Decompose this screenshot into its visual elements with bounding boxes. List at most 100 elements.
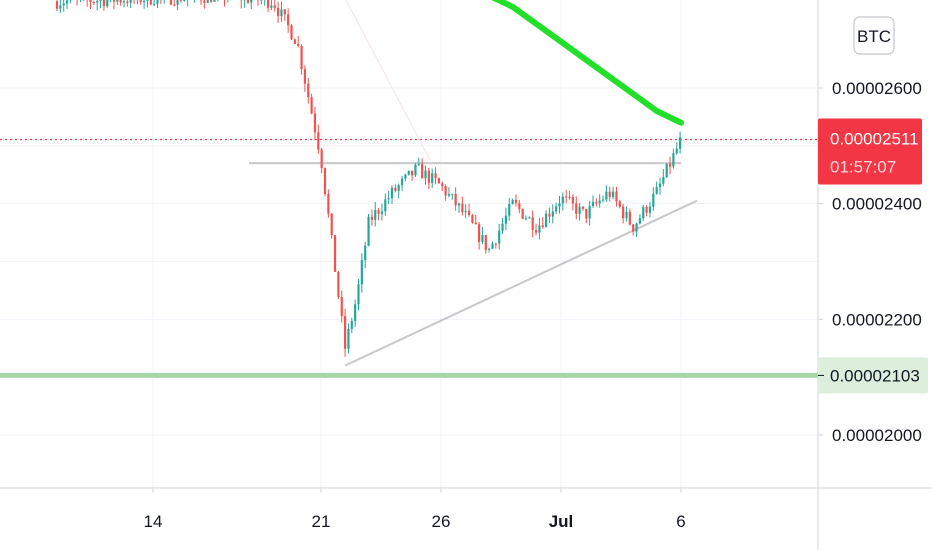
candle: [417, 157, 420, 167]
candle-body: [303, 69, 306, 84]
candle: [474, 214, 477, 225]
candle: [431, 168, 434, 188]
candle: [364, 241, 367, 269]
candle: [122, 0, 126, 8]
candle-body: [55, 1, 59, 9]
candle-body: [122, 1, 126, 3]
candle-body: [176, 0, 179, 5]
candle-body: [414, 164, 417, 176]
candle-body: [467, 210, 471, 216]
candle: [277, 1, 280, 23]
candle: [508, 198, 511, 221]
candle: [62, 0, 65, 12]
candle: [89, 0, 92, 9]
candle: [484, 234, 487, 254]
candle: [224, 0, 225, 7]
candle: [287, 8, 290, 33]
candle: [333, 235, 337, 272]
candle-body: [307, 83, 310, 98]
candlesticks: [55, 0, 682, 357]
candle-body: [645, 206, 648, 213]
candle-body: [588, 206, 591, 219]
candle-body: [608, 191, 611, 197]
candle-body: [591, 202, 595, 207]
candle: [628, 208, 631, 226]
candle: [374, 202, 377, 227]
candle: [354, 299, 357, 328]
candle-body: [437, 178, 440, 184]
candle-body: [266, 0, 270, 8]
candle-body: [293, 39, 296, 44]
candle: [531, 210, 534, 238]
currency-badge[interactable]: BTC: [853, 16, 895, 55]
price-badges: 0.00002511 01:57:07 0.00002103: [818, 118, 928, 394]
candle: [112, 0, 116, 10]
candle: [59, 0, 62, 14]
candle-body: [488, 248, 491, 250]
candle: [665, 163, 668, 179]
candle: [280, 1, 283, 22]
candle: [601, 195, 605, 203]
candle-body: [364, 245, 367, 261]
candle-body: [658, 183, 662, 188]
candle: [625, 206, 628, 222]
candle-body: [571, 197, 574, 204]
candle: [635, 222, 638, 237]
candle: [243, 0, 246, 8]
candle-body: [330, 213, 333, 236]
candle-body: [183, 0, 186, 1]
candle: [555, 202, 558, 214]
candle-body: [491, 243, 494, 249]
candle: [160, 0, 162, 4]
candle: [618, 200, 621, 209]
candle: [478, 221, 481, 250]
candle-body: [173, 4, 176, 6]
candle-body: [387, 198, 390, 200]
candle-body: [498, 230, 501, 244]
candle: [595, 198, 598, 207]
candle: [65, 0, 69, 9]
candle-body: [612, 191, 615, 197]
candle-body: [421, 163, 424, 179]
candle-body: [595, 202, 598, 204]
candle: [521, 208, 524, 220]
candle: [548, 207, 551, 223]
y-axis-ticks: 0.00002000 0.00002200 0.00002400 0.00002600: [818, 79, 922, 445]
candle-body: [283, 9, 286, 15]
candle: [55, 0, 59, 12]
candle: [668, 156, 672, 175]
candle: [96, 0, 99, 11]
candle-body: [441, 183, 444, 187]
candle: [655, 181, 658, 195]
candle-body: [99, 0, 102, 1]
candle: [163, 0, 165, 4]
candle: [658, 177, 662, 195]
candle-body: [273, 5, 276, 9]
candle-body: [394, 187, 397, 191]
candle: [240, 0, 243, 9]
candle: [256, 0, 260, 6]
candle-body: [354, 304, 357, 322]
candle: [565, 189, 568, 204]
candle-body: [367, 216, 370, 246]
candle-body: [280, 9, 283, 17]
candle: [210, 0, 213, 3]
candle-body: [501, 223, 504, 231]
candle-body: [96, 0, 99, 3]
candle: [303, 65, 306, 92]
candle-body: [417, 163, 420, 165]
candle-body: [444, 186, 447, 196]
candle: [407, 170, 410, 176]
candle-body: [250, 0, 253, 3]
candle-body: [260, 0, 263, 1]
candle: [541, 217, 544, 229]
candle-body: [270, 5, 273, 8]
candle-body: [632, 224, 635, 232]
candle: [679, 131, 682, 154]
candle-body: [548, 213, 551, 217]
candle: [69, 0, 72, 4]
candle-body: [213, 0, 216, 2]
candle: [390, 185, 394, 204]
